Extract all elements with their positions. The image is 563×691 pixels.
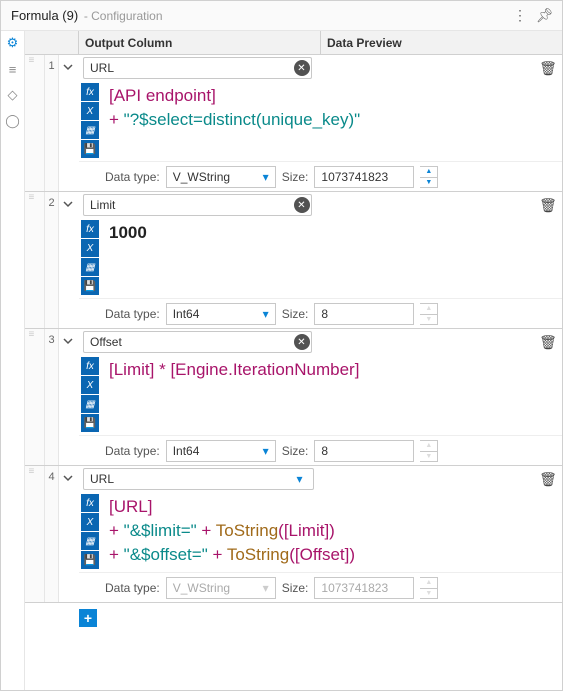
pin-icon[interactable]: 📌︎ bbox=[536, 7, 552, 24]
data-type-select[interactable]: V_WString▾ bbox=[166, 166, 276, 188]
data-type-label: Data type: bbox=[105, 170, 160, 184]
fx-button[interactable]: fx bbox=[81, 220, 99, 238]
add-expression-button[interactable]: + bbox=[79, 609, 97, 627]
title-subtitle: - Configuration bbox=[84, 9, 163, 23]
title-text: Formula (9) bbox=[11, 8, 78, 23]
formula-row: ≡3 Offset✕ 🗑︎ fxX▦💾[Limit] * [Engine.Iterat… bbox=[25, 329, 562, 466]
fx-button[interactable]: fx bbox=[81, 83, 99, 101]
editor-tool-rail: fxX▦💾 bbox=[79, 492, 101, 572]
formula-row: ≡2 Limit✕ 🗑︎ fxX▦💾1000 Data type: Int64▾ Size:… bbox=[25, 192, 562, 329]
size-spinner[interactable]: ▲▼ bbox=[420, 166, 438, 188]
save-button[interactable]: 💾 bbox=[81, 551, 99, 569]
data-type-label: Data type: bbox=[105, 444, 160, 458]
output-column-field[interactable]: URL bbox=[83, 57, 312, 79]
row-number: 3 bbox=[45, 329, 59, 465]
x-button[interactable]: X bbox=[81, 102, 99, 120]
config-header: Formula (9) - Configuration ⋮ 📌︎ bbox=[1, 1, 562, 31]
delete-row-icon[interactable]: 🗑︎ bbox=[538, 197, 558, 214]
expand-chevron-icon[interactable] bbox=[59, 329, 79, 465]
x-button[interactable]: X bbox=[81, 376, 99, 394]
expression-editor[interactable]: [Limit] * [Engine.IterationNumber] bbox=[101, 355, 562, 435]
save-button[interactable]: 💾 bbox=[81, 277, 99, 295]
clear-field-icon[interactable]: ✕ bbox=[294, 60, 310, 76]
editor-tool-rail: fxX▦💾 bbox=[79, 81, 101, 161]
output-column-field[interactable]: Offset bbox=[83, 331, 312, 353]
size-label: Size: bbox=[282, 170, 309, 184]
expand-chevron-icon[interactable] bbox=[59, 192, 79, 328]
folder-button[interactable]: ▦ bbox=[81, 121, 99, 139]
folder-button[interactable]: ▦ bbox=[81, 532, 99, 550]
folder-button[interactable]: ▦ bbox=[81, 395, 99, 413]
delete-row-icon[interactable]: 🗑︎ bbox=[538, 60, 558, 77]
delete-row-icon[interactable]: 🗑︎ bbox=[538, 334, 558, 351]
expression-editor[interactable]: [API endpoint] + "?$select=distinct(uniq… bbox=[101, 81, 562, 161]
column-headers: Output Column Data Preview bbox=[25, 31, 562, 55]
row-drag-handle[interactable]: ≡ bbox=[25, 192, 45, 328]
data-type-select[interactable]: Int64▾ bbox=[166, 303, 276, 325]
circle-icon[interactable]: ◯ bbox=[5, 113, 21, 129]
data-preview-header: Data Preview bbox=[321, 31, 562, 54]
size-spinner: ▲▼ bbox=[420, 303, 438, 325]
menu-dots-icon[interactable]: ⋮ bbox=[512, 7, 528, 24]
panel-title: Formula (9) - Configuration bbox=[11, 8, 163, 23]
data-type-select[interactable]: Int64▾ bbox=[166, 440, 276, 462]
size-spinner: ▲▼ bbox=[420, 440, 438, 462]
size-input[interactable]: 1073741823 bbox=[314, 166, 414, 188]
size-label: Size: bbox=[282, 581, 309, 595]
folder-button[interactable]: ▦ bbox=[81, 258, 99, 276]
gear-icon[interactable]: ⚙ bbox=[5, 35, 21, 51]
size-input[interactable]: 8 bbox=[314, 303, 414, 325]
expand-chevron-icon[interactable] bbox=[59, 55, 79, 191]
save-button[interactable]: 💾 bbox=[81, 414, 99, 432]
x-button[interactable]: X bbox=[81, 513, 99, 531]
fx-button[interactable]: fx bbox=[81, 357, 99, 375]
output-column-field[interactable]: Limit bbox=[83, 194, 312, 216]
row-number: 1 bbox=[45, 55, 59, 191]
row-number: 2 bbox=[45, 192, 59, 328]
tag-icon[interactable]: ◇ bbox=[5, 87, 21, 103]
data-type-select: V_WString▾ bbox=[166, 577, 276, 599]
delete-row-icon[interactable]: 🗑︎ bbox=[538, 471, 558, 488]
row-drag-handle[interactable]: ≡ bbox=[25, 55, 45, 191]
output-column-field[interactable]: URL bbox=[83, 468, 314, 490]
editor-tool-rail: fxX▦💾 bbox=[79, 355, 101, 435]
formula-row: ≡4 URL▾ 🗑︎ fxX▦💾[URL] + "&$limit=" + ToStri… bbox=[25, 466, 562, 603]
clear-field-icon[interactable]: ✕ bbox=[294, 197, 310, 213]
expression-editor[interactable]: [URL] + "&$limit=" + ToString([Limit]) +… bbox=[101, 492, 562, 572]
data-type-label: Data type: bbox=[105, 307, 160, 321]
row-drag-handle[interactable]: ≡ bbox=[25, 466, 45, 602]
data-type-label: Data type: bbox=[105, 581, 160, 595]
formula-row: ≡1 URL✕ 🗑︎ fxX▦💾[API endpoint] + "?$select=… bbox=[25, 55, 562, 192]
size-label: Size: bbox=[282, 444, 309, 458]
size-label: Size: bbox=[282, 307, 309, 321]
expression-editor[interactable]: 1000 bbox=[101, 218, 562, 298]
row-number: 4 bbox=[45, 466, 59, 602]
clear-field-icon[interactable]: ✕ bbox=[294, 334, 310, 350]
expand-chevron-icon[interactable] bbox=[59, 466, 79, 602]
field-dropdown-icon[interactable]: ▾ bbox=[296, 472, 302, 486]
size-input[interactable]: 8 bbox=[314, 440, 414, 462]
x-button[interactable]: X bbox=[81, 239, 99, 257]
output-column-header: Output Column bbox=[79, 31, 321, 54]
size-spinner: ▲▼ bbox=[420, 577, 438, 599]
fx-button[interactable]: fx bbox=[81, 494, 99, 512]
editor-tool-rail: fxX▦💾 bbox=[79, 218, 101, 298]
save-button[interactable]: 💾 bbox=[81, 140, 99, 158]
row-drag-handle[interactable]: ≡ bbox=[25, 329, 45, 465]
side-tab-strip: ⚙ ≡ ◇ ◯ bbox=[1, 31, 25, 690]
list-icon[interactable]: ≡ bbox=[5, 61, 21, 77]
size-input: 1073741823 bbox=[314, 577, 414, 599]
